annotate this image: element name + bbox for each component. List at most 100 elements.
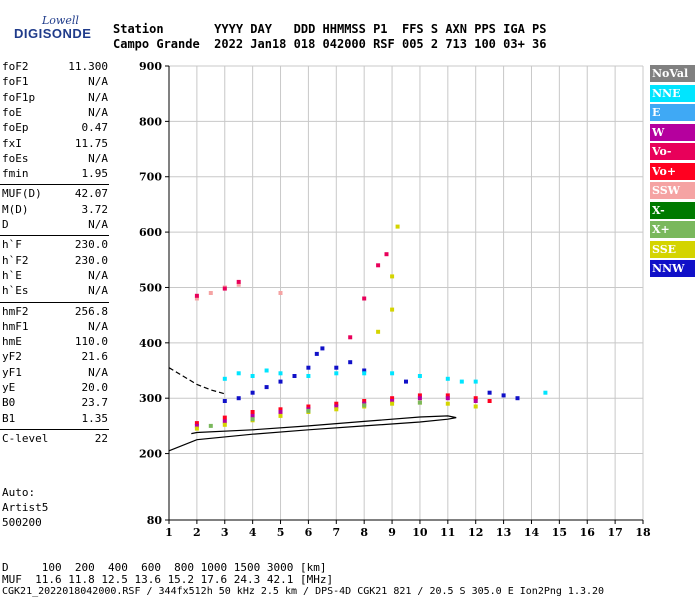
param-row: B1 1.35 <box>2 412 108 427</box>
legend-item: X+ <box>650 221 695 238</box>
param-key: h`F2 <box>2 253 29 267</box>
param-value: 1.95 <box>81 167 109 181</box>
param-value: 0.47 <box>81 121 109 135</box>
param-key: B1 <box>2 411 16 425</box>
data-point-nnw <box>515 396 520 401</box>
data-point-ssw <box>236 282 241 287</box>
data-point-w <box>445 396 450 401</box>
param-row: foEs N/A <box>2 152 108 167</box>
data-point-nnw <box>292 374 297 378</box>
data-point-nne <box>417 374 422 378</box>
data-point-nne <box>362 371 367 376</box>
data-point-nnw <box>306 365 311 370</box>
param-key: MUF(D) <box>2 187 42 201</box>
x-tick-label: 8 <box>360 526 368 539</box>
header-row-labels: Station YYYY DAY DDD HHMMSS P1 FFS S AXN… <box>113 22 547 36</box>
data-point-vo- <box>362 296 367 301</box>
data-point-vo+ <box>278 407 283 412</box>
data-point-sse <box>194 426 199 431</box>
data-point-nnw <box>348 360 353 365</box>
data-point-sse <box>278 413 283 418</box>
data-point-nnw <box>264 385 269 390</box>
x-tick-label: 17 <box>607 526 622 539</box>
param-value: N/A <box>88 151 108 165</box>
data-point-x+ <box>250 417 255 422</box>
param-key: D <box>2 218 9 231</box>
data-point-ssw <box>194 296 199 301</box>
param-row: B0 23.7 <box>2 396 108 411</box>
param-row: M(D) 3.72 <box>2 203 108 218</box>
data-point-w <box>250 413 255 418</box>
footer-distance-row: D 100 200 400 600 800 1000 1500 3000 [km… <box>2 561 327 574</box>
param-row: D N/A <box>2 218 108 233</box>
param-separator <box>0 235 109 237</box>
y-tick-label: 500 <box>139 281 162 294</box>
y-tick-label: 80 <box>147 514 163 527</box>
data-point-sse <box>222 422 227 427</box>
data-point-nne <box>473 379 478 384</box>
trace-virtual-height <box>168 367 225 395</box>
data-point-w <box>222 419 227 424</box>
data-point-nne <box>445 376 450 381</box>
param-value: N/A <box>88 105 108 119</box>
param-value: 230.0 <box>74 238 108 252</box>
param-value: N/A <box>88 284 108 298</box>
data-point-nnw <box>236 396 241 401</box>
data-point-vo- <box>236 279 241 284</box>
param-row: foF1 N/A <box>2 75 108 90</box>
param-row: fxI 11.75 <box>2 137 108 152</box>
data-point-sse <box>376 329 381 334</box>
y-tick-label: 900 <box>139 60 162 73</box>
param-row: yF1 N/A <box>2 366 108 381</box>
legend-item: NNE <box>650 84 695 102</box>
data-point-nne <box>264 368 269 373</box>
param-row: yF2 21.6 <box>2 350 108 365</box>
legend-item: SSE <box>650 240 695 258</box>
data-point-vo+ <box>390 396 395 401</box>
data-point-nnw <box>320 346 325 351</box>
data-point-sse <box>390 274 395 279</box>
x-tick-label: 3 <box>221 526 229 539</box>
legend-item: X- <box>650 201 695 219</box>
data-point-w <box>194 423 199 428</box>
data-point-x+ <box>417 400 422 405</box>
data-point-vo+ <box>473 396 478 401</box>
param-value: 110.0 <box>74 335 108 349</box>
trace-profile <box>168 415 457 452</box>
param-value: 21.6 <box>81 350 109 364</box>
x-tick-label: 11 <box>440 526 455 539</box>
y-tick-label: 300 <box>139 392 162 405</box>
auto-label: Auto: <box>2 486 36 499</box>
legend-item: Vo+ <box>650 162 695 180</box>
data-point-vo+ <box>417 393 422 398</box>
param-value: 230.0 <box>74 253 108 267</box>
data-point-w <box>473 399 478 403</box>
data-point-x+ <box>306 408 311 413</box>
param-value: 1.35 <box>81 411 109 425</box>
legend-item: W <box>650 123 695 141</box>
param-row: h`F 230.0 <box>2 238 108 253</box>
data-point-nnw <box>278 379 283 384</box>
x-tick-label: 5 <box>277 526 285 539</box>
param-row: C-level 22 <box>2 432 108 447</box>
data-point-nnw <box>487 390 492 395</box>
param-key: foEs <box>2 151 29 165</box>
data-point-w <box>278 410 283 414</box>
data-point-nnw <box>501 393 506 398</box>
data-point-vo- <box>222 286 227 291</box>
data-point-nne <box>222 376 227 381</box>
x-tick-label: 13 <box>496 526 511 539</box>
data-point-nne <box>250 374 255 378</box>
data-point-nnw <box>250 390 255 395</box>
data-point-sse <box>390 401 395 406</box>
param-separator <box>0 428 109 430</box>
x-tick-label: 2 <box>193 526 201 539</box>
param-key: B0 <box>2 396 16 410</box>
param-row: foF2 11.300 <box>2 60 108 75</box>
param-key: h`F <box>2 238 22 252</box>
param-row: h`Es N/A <box>2 284 108 299</box>
param-key: foEp <box>2 121 29 135</box>
data-point-ssw <box>278 291 283 295</box>
data-point-x+ <box>208 423 213 428</box>
